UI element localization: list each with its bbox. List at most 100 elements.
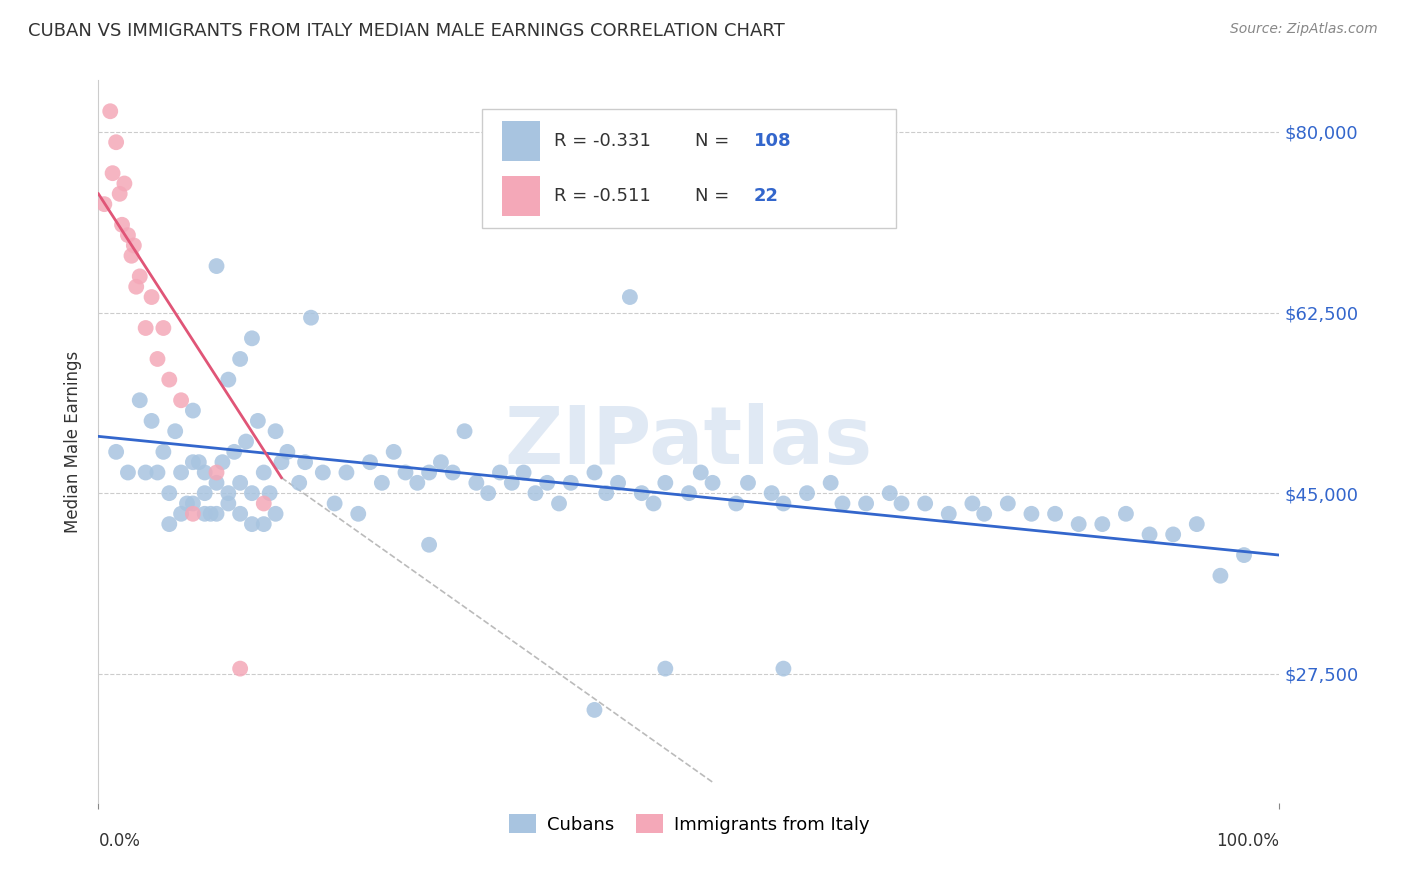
Point [211,455,233,469]
Point [371,475,394,490]
Point [294,455,316,469]
Point [347,507,370,521]
Point [157,373,180,387]
Point [170,466,193,480]
Point [312,466,335,480]
Point [176,496,198,510]
Point [477,486,499,500]
Point [217,496,239,510]
Point [111,218,134,232]
Point [406,475,429,490]
Point [820,475,842,490]
Point [441,466,464,480]
Point [217,486,239,500]
Point [382,445,405,459]
Bar [502,121,540,161]
Point [962,496,984,510]
Bar [502,177,540,216]
Point [229,662,252,676]
Point [181,496,204,510]
Text: N =: N = [695,132,730,151]
Point [205,475,228,490]
Point [879,486,901,500]
Point [831,496,853,510]
Point [737,475,759,490]
Point [205,259,228,273]
Point [200,507,222,521]
Point [772,662,794,676]
Point [98,104,121,119]
Point [914,496,936,510]
Point [335,466,357,480]
Point [630,486,652,500]
Point [240,331,263,345]
Point [117,228,139,243]
Point [890,496,912,510]
Point [157,517,180,532]
Point [217,373,239,387]
Text: 22: 22 [754,187,779,205]
Point [702,475,724,490]
Point [1067,517,1090,532]
Point [235,434,257,449]
Point [141,290,163,304]
Point [725,496,748,510]
Point [194,507,217,521]
Point [135,321,157,335]
Point [430,455,453,469]
Point [607,475,630,490]
Point [288,475,311,490]
Text: N =: N = [695,187,730,205]
Point [276,445,298,459]
Point [194,466,217,480]
Point [761,486,783,500]
Point [93,197,115,211]
Legend: Cubans, Immigrants from Italy: Cubans, Immigrants from Italy [498,804,880,845]
Point [512,466,534,480]
Point [1233,548,1256,562]
Point [146,351,169,366]
Point [548,496,571,510]
Point [1185,517,1208,532]
Point [1115,507,1137,521]
Point [117,466,139,480]
Point [418,538,440,552]
Point [165,424,187,438]
Point [259,486,281,500]
Point [489,466,512,480]
Point [187,455,209,469]
Point [855,496,877,510]
Point [170,393,193,408]
Y-axis label: Median Male Earnings: Median Male Earnings [65,351,83,533]
Text: 100.0%: 100.0% [1216,831,1279,850]
Point [689,466,711,480]
Text: R = -0.511: R = -0.511 [554,187,651,205]
Point [595,486,617,500]
Point [1209,568,1232,582]
Point [121,249,143,263]
Point [264,424,287,438]
Point [453,424,475,438]
Point [229,475,252,490]
Point [619,290,641,304]
Point [125,279,148,293]
Point [654,475,676,490]
Point [583,703,606,717]
Point [240,486,263,500]
Point [108,186,131,201]
Point [181,455,204,469]
Point [1161,527,1184,541]
Point [194,486,217,500]
Point [772,496,794,510]
Point [299,310,322,325]
Point [560,475,582,490]
Point [146,466,169,480]
Point [128,393,150,408]
Point [536,475,558,490]
Text: 0.0%: 0.0% [98,831,141,850]
Point [240,517,263,532]
Point [938,507,960,521]
Point [122,238,145,252]
Point [205,507,228,521]
Point [323,496,346,510]
